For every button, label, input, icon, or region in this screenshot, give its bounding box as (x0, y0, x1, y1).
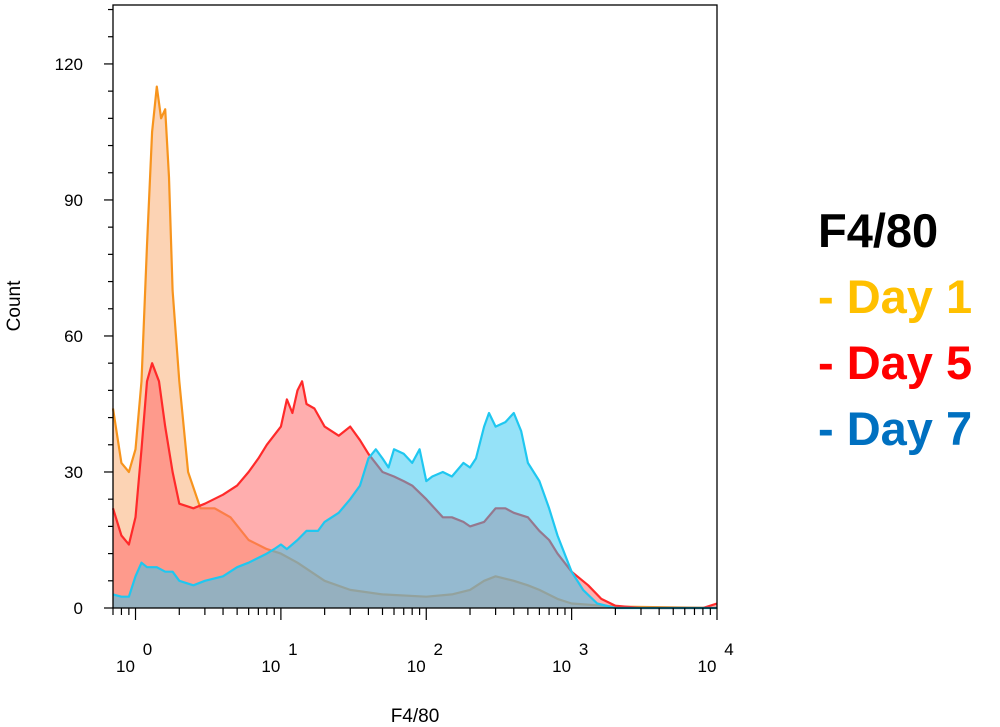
series-layer (111, 85, 718, 610)
y-tick-label: 90 (64, 191, 83, 210)
plot-frame (112, 4, 718, 609)
ticks-layer: 0 30 60 90 120 10 0 10 1 10 2 10 3 10 4 (55, 8, 734, 676)
x-tick-exponent: 3 (579, 640, 588, 659)
y-tick-label: 0 (74, 599, 83, 618)
x-tick-label: 10 (698, 657, 717, 676)
y-tick-label: 30 (64, 463, 83, 482)
x-tick-exponent: 1 (288, 640, 297, 659)
legend-item-day5: - Day 5 (818, 336, 973, 389)
x-tick-exponent: 0 (143, 640, 152, 659)
legend-title: F4/80 (818, 204, 939, 257)
legend-item-day1: - Day 1 (818, 270, 973, 323)
x-axis-title: F4/80 (391, 706, 440, 727)
legend-item-day7: - Day 7 (818, 402, 973, 455)
series-day7-line (112, 411, 717, 610)
y-tick-label: 60 (64, 327, 83, 346)
histogram-chart: 0 30 60 90 120 10 0 10 1 10 2 10 3 10 4 F4/80 Count (4, 4, 734, 727)
series-day5-area (113, 363, 717, 608)
x-tick-label: 10 (261, 657, 280, 676)
legend: F4/80 - Day 1 - Day 5 - Day 7 (818, 198, 972, 462)
x-tick-label: 10 (407, 657, 426, 676)
y-axis-title: Count (4, 280, 25, 331)
x-tick-exponent: 4 (724, 640, 733, 659)
x-tick-exponent: 2 (434, 640, 443, 659)
y-tick-label: 120 (55, 55, 83, 74)
x-tick-label: 10 (116, 657, 135, 676)
x-tick-label: 10 (552, 657, 571, 676)
